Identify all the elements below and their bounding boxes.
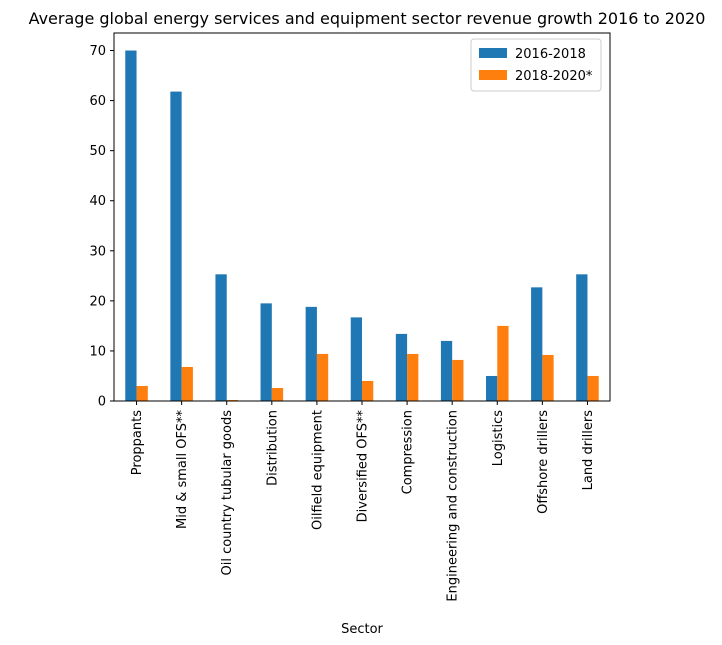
x-axis-label: Sector xyxy=(341,622,383,637)
bar-series-2 xyxy=(136,385,148,401)
legend-label: 2018-2020* xyxy=(515,69,593,84)
y-tick-label: 70 xyxy=(89,44,106,59)
x-tick-label: Oilfield equipment xyxy=(310,410,325,530)
x-tick-label: Logistics xyxy=(491,410,506,466)
bar-series-1 xyxy=(486,375,498,401)
x-tick-label: Compression xyxy=(401,410,416,494)
y-tick-label: 20 xyxy=(89,294,106,309)
plot-frame xyxy=(113,32,611,402)
y-tick-label: 0 xyxy=(98,395,106,410)
bar-series-2 xyxy=(271,387,284,401)
bar-series-1 xyxy=(440,340,453,401)
bar-series-2 xyxy=(452,359,464,401)
bar-series-1 xyxy=(125,50,137,402)
legend-label: 2016-2018 xyxy=(515,47,586,62)
plot-area: 0 10 20 30 40 50 60 70 Proppants Mid & small OFS*… xyxy=(89,44,599,602)
y-tick-label: 60 xyxy=(89,94,106,109)
y-tick-label: 10 xyxy=(89,344,106,359)
bar-series-2 xyxy=(407,353,419,401)
x-tick-label: Engineering and construction xyxy=(446,410,461,602)
bar-series-1 xyxy=(305,306,317,401)
bar-series-2 xyxy=(587,375,599,401)
x-tick-label: Mid & small OFS** xyxy=(175,410,190,529)
bar-series-1 xyxy=(170,91,182,401)
y-tick-label: 40 xyxy=(89,194,106,209)
x-tick-label: Distribution xyxy=(265,410,280,486)
bar-series-2 xyxy=(316,353,329,401)
bar-series-1 xyxy=(395,333,408,401)
bar-series-1 xyxy=(215,274,227,401)
legend-swatch xyxy=(479,48,507,58)
bar-series-2 xyxy=(497,325,509,401)
x-tick-label: Offshore drillers xyxy=(536,410,551,514)
bar-series-2 xyxy=(226,399,238,401)
legend: 2016-2018 2018-2020* xyxy=(470,38,602,92)
bar-series-1 xyxy=(531,287,543,401)
x-tick-label: Oil country tubular goods xyxy=(220,410,235,576)
x-tick-label: Land drillers xyxy=(581,410,596,491)
bar-series-1 xyxy=(260,303,272,401)
legend-swatch xyxy=(479,70,507,80)
bar-series-2 xyxy=(362,380,374,401)
y-tick-label: 30 xyxy=(89,244,106,259)
bar-series-1 xyxy=(576,274,588,401)
bar-series-2 xyxy=(181,366,193,401)
x-tick-label: Diversified OFS** xyxy=(356,410,371,523)
bar-series-2 xyxy=(542,354,554,401)
y-tick-label: 50 xyxy=(89,144,106,159)
chart-title: Average global energy services and equip… xyxy=(29,9,706,28)
x-tick-label: Proppants xyxy=(130,410,145,475)
bar-series-1 xyxy=(350,317,362,401)
